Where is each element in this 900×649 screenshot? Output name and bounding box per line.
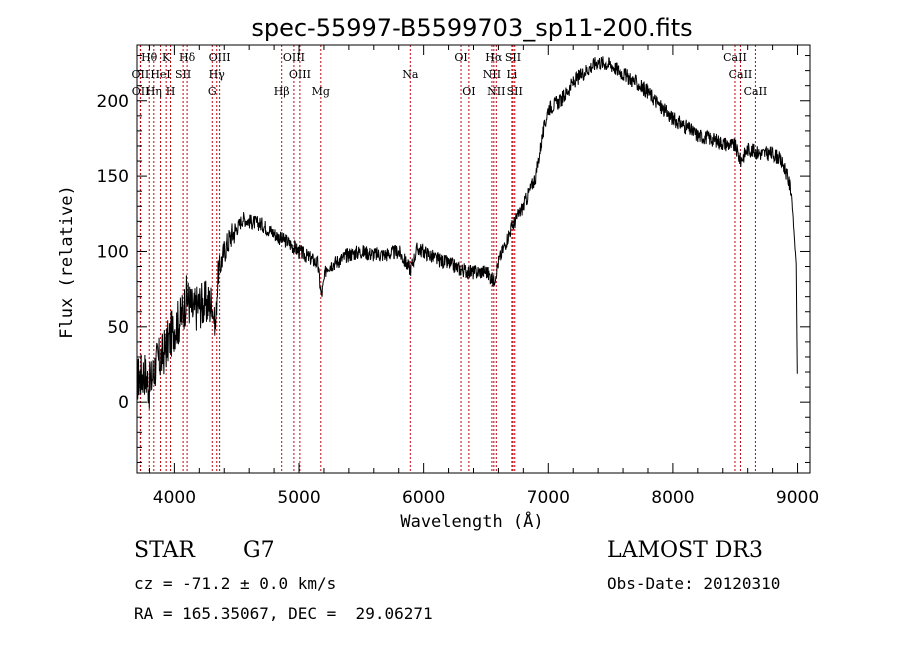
- line-label-1-5: Na: [402, 68, 419, 81]
- line-label-0-5: OI: [454, 51, 467, 64]
- x-tick-label-3: 7000: [527, 488, 570, 508]
- redshift-velocity: cz = -71.2 ± 0.0 km/s: [134, 574, 337, 593]
- line-label-2-8: SII: [507, 85, 523, 98]
- line-label-2-4: Hβ: [274, 85, 290, 98]
- spectrum-series-line: [136, 56, 798, 409]
- y-axis-label: Flux (relative): [57, 185, 77, 339]
- line-label-1-6: NII: [483, 68, 501, 81]
- plot-frame: [136, 44, 811, 474]
- line-label-2-0: OII: [132, 85, 150, 98]
- y-axis-ticks: 0 50 100 150 200: [97, 55, 810, 463]
- line-label-2-9: CaII: [744, 85, 768, 98]
- line-label-0-7: SII: [505, 51, 521, 64]
- x-axis-label: Wavelength (Å): [400, 510, 543, 532]
- line-label-1-2: SII: [175, 68, 191, 81]
- y-tick-label-1: 50: [107, 318, 129, 338]
- line-label-1-1: HeI: [150, 68, 170, 81]
- line-label-1-4: OIII: [289, 68, 311, 81]
- line-label-0-3: OIII: [209, 51, 231, 64]
- line-label-2-7: NII: [487, 85, 505, 98]
- y-tick-label-2: 100: [97, 242, 129, 262]
- x-tick-label-2: 6000: [402, 488, 445, 508]
- x-tick-label-1: 5000: [277, 488, 320, 508]
- line-label-2-3: G: [208, 85, 217, 98]
- line-label-1-3: Hγ: [209, 68, 226, 81]
- line-label-0-1: K: [162, 51, 171, 64]
- line-label-2-1: Hη: [146, 85, 162, 98]
- line-label-0-6: Hα: [485, 51, 503, 64]
- line-label-1-8: CaII: [729, 68, 753, 81]
- x-tick-label-4: 8000: [651, 488, 694, 508]
- line-label-2-6: OI: [462, 85, 475, 98]
- y-tick-label-0: 0: [118, 393, 129, 413]
- y-tick-label-3: 150: [97, 167, 129, 187]
- line-label-0-0: Hθ: [141, 51, 158, 64]
- y-tick-label-4: 200: [97, 92, 129, 112]
- line-label-2-2: H: [166, 85, 176, 98]
- line-label-2-5: Mg: [312, 85, 330, 98]
- line-label-1-7: Li: [506, 68, 517, 81]
- line-label-0-4: OIII: [283, 51, 305, 64]
- object-subclass: G7: [243, 538, 275, 563]
- survey-name: LAMOST DR3: [607, 538, 763, 563]
- x-tick-label-0: 4000: [153, 488, 196, 508]
- x-tick-label-5: 9000: [776, 488, 819, 508]
- line-label-1-0: OII: [132, 68, 150, 81]
- line-label-0-2: Hδ: [179, 51, 196, 64]
- sky-coordinates: RA = 165.35067, DEC = 29.06271: [134, 604, 433, 623]
- chart-title: spec-55997-B5599703_sp11-200.fits: [251, 14, 692, 42]
- object-class: STAR: [134, 538, 195, 563]
- observation-date: Obs-Date: 20120310: [607, 574, 781, 593]
- line-label-0-8: CaII: [723, 51, 747, 64]
- x-axis-ticks: 4000 5000 6000 7000 8000 9000: [148, 45, 819, 508]
